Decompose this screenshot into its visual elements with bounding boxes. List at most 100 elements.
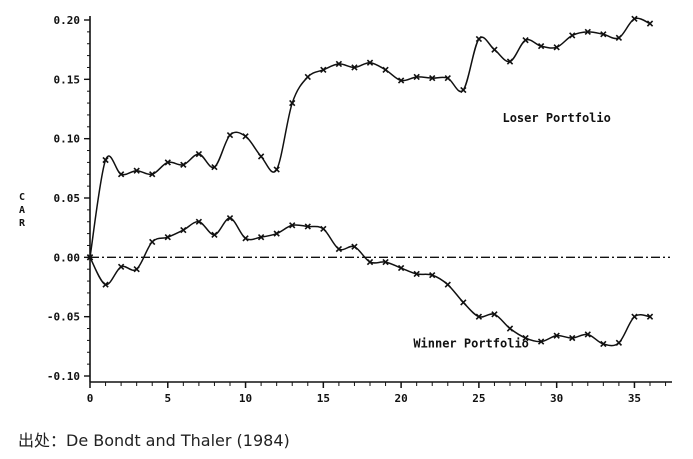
data-point (615, 34, 623, 41)
x-tick-label: 10 (239, 392, 252, 405)
data-point (211, 231, 218, 238)
data-point (429, 74, 436, 82)
data-point (335, 245, 343, 253)
data-point (304, 223, 311, 230)
data-point (133, 167, 140, 174)
y-label-char: R (19, 218, 26, 229)
y-tick-label: 0.10 (54, 133, 81, 146)
car-chart: 0.20 0.15 0.10 0.05 0.00 -0.05 -0.10 0 5 10 15 20 2… (19, 14, 672, 405)
y-tick-label: 0.15 (54, 73, 81, 86)
data-point (553, 332, 560, 339)
data-point (320, 225, 327, 233)
y-axis-label: CAR (19, 192, 26, 229)
source-caption: 出处：De Bondt and Thaler (1984) (18, 431, 290, 450)
data-point (631, 313, 638, 320)
data-point (413, 270, 420, 278)
data-point (273, 166, 280, 173)
data-point (491, 46, 498, 53)
data-point (149, 171, 156, 178)
y-axis: 0.20 0.15 0.10 0.05 0.00 -0.05 -0.10 (47, 14, 91, 383)
data-point (226, 131, 234, 139)
data-point (600, 340, 607, 348)
data-point (646, 313, 654, 320)
data-point (366, 59, 374, 66)
data-point (646, 20, 654, 27)
y-tick-label: -0.05 (47, 311, 80, 324)
data-point (195, 218, 203, 225)
series-line-loser (89, 17, 651, 258)
x-tick-label: 35 (628, 392, 641, 405)
data-point (475, 313, 483, 320)
data-point (289, 99, 296, 107)
data-point (537, 338, 545, 345)
data-point (569, 334, 576, 342)
data-point (413, 73, 420, 81)
y-tick-label: 0.05 (54, 192, 81, 205)
x-tick-label: 30 (550, 392, 563, 405)
data-point (553, 44, 560, 51)
x-tick-label: 5 (164, 392, 171, 405)
data-point (335, 60, 343, 68)
loser-portfolio-label: Loser Portfolio (502, 111, 610, 125)
data-point (351, 243, 358, 250)
data-point (522, 334, 529, 342)
data-point (366, 258, 374, 266)
data-point (320, 66, 327, 74)
x-tick-label: 0 (87, 392, 94, 405)
data-point (569, 32, 576, 39)
y-tick-label: 0.00 (54, 251, 81, 264)
data-point (506, 58, 514, 65)
data-point (444, 74, 451, 82)
data-point (257, 153, 265, 160)
data-point (444, 281, 451, 288)
data-point (522, 37, 529, 44)
data-point (211, 163, 218, 171)
data-point (584, 331, 591, 338)
data-point (584, 28, 591, 36)
data-point (429, 271, 436, 279)
series-annotations: Loser Portfolio Winner Portfolio (413, 111, 611, 350)
y-tick-label: -0.10 (47, 370, 80, 383)
x-tick-label: 20 (394, 392, 407, 405)
data-point (304, 73, 311, 81)
data-point (289, 222, 296, 229)
data-point (195, 150, 203, 158)
data-point (382, 258, 389, 266)
data-point (615, 339, 623, 346)
data-point (506, 325, 514, 332)
data-point (117, 171, 125, 178)
data-point (273, 230, 280, 237)
data-point (257, 233, 265, 241)
data-point (164, 233, 171, 241)
data-point (460, 299, 467, 306)
y-label-char: C (19, 192, 25, 203)
data-point (117, 263, 125, 270)
data-point (397, 264, 405, 272)
data-point (351, 64, 358, 71)
data-point (226, 215, 234, 222)
data-point (102, 281, 109, 288)
x-tick-label: 15 (317, 392, 330, 405)
data-point (397, 77, 405, 84)
data-point (164, 159, 171, 166)
winner-portfolio-label: Winner Portfolio (413, 337, 529, 351)
data-point (86, 254, 94, 261)
data-point (537, 42, 545, 50)
data-point (242, 235, 249, 242)
data-point (242, 133, 249, 140)
data-point (102, 156, 109, 164)
data-point (631, 15, 638, 22)
data-point (460, 86, 467, 94)
x-axis: 0 5 10 15 20 25 30 35 (87, 381, 672, 405)
data-point (475, 35, 483, 43)
x-tick-label: 25 (472, 392, 485, 405)
data-point (382, 66, 389, 74)
y-label-char: A (19, 205, 25, 216)
series-lines (86, 15, 654, 348)
data-point (133, 266, 140, 273)
y-tick-label: 0.20 (54, 14, 81, 27)
data-point (600, 31, 607, 38)
series-line-winner (89, 217, 651, 347)
data-point (180, 161, 187, 168)
data-point (149, 238, 156, 246)
